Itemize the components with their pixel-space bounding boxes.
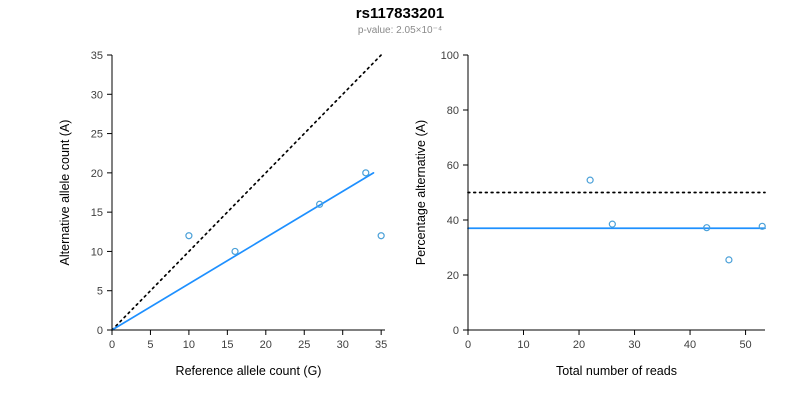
x-axis-label: Reference allele count (G) — [176, 364, 322, 378]
figure-header: rs117833201 p-value: 2.05×10⁻⁴ — [0, 5, 800, 36]
percentage-alternative-scatter-plot: 0 10 20 30 40 50 0 20 40 60 80 100 Total number of r… — [414, 50, 766, 378]
fit-line — [111, 172, 375, 331]
x-tick-label: 25 — [298, 339, 310, 351]
data-point — [377, 232, 385, 240]
data-point — [185, 232, 193, 240]
data-point — [586, 176, 594, 184]
data-point — [316, 200, 324, 208]
y-tick-label: 0 — [453, 325, 459, 337]
x-tick-label: 20 — [260, 339, 272, 351]
data-point — [608, 220, 616, 228]
x-tick-label: 30 — [628, 339, 640, 351]
chart-title: rs117833201 — [355, 5, 445, 22]
identity-line — [111, 54, 383, 331]
y-tick-label: 60 — [447, 160, 459, 172]
data-point — [362, 169, 370, 177]
x-tick-label: 10 — [517, 339, 529, 351]
y-axis-label: Percentage alternative (A) — [414, 120, 428, 265]
y-tick-label: 35 — [91, 50, 103, 62]
x-tick-label: 0 — [109, 339, 115, 351]
y-tick-label: 100 — [441, 50, 459, 62]
x-tick-label: 20 — [573, 339, 585, 351]
x-tick-label: 30 — [337, 339, 349, 351]
y-tick-label: 20 — [91, 168, 103, 180]
y-tick-label: 20 — [447, 270, 459, 282]
y-tick-label: 10 — [91, 246, 103, 258]
allele-count-scatter-plot: 0 5 10 15 20 25 30 35 0 5 10 15 20 25 30 35 Reference al… — [58, 50, 387, 378]
y-tick-label: 25 — [91, 129, 103, 141]
x-tick-label: 10 — [183, 339, 195, 351]
x-tick-label: 5 — [147, 339, 153, 351]
data-point — [758, 222, 766, 230]
x-tick-label: 35 — [375, 339, 387, 351]
y-axis-label: Alternative allele count (A) — [58, 120, 72, 266]
y-tick-label: 0 — [97, 325, 103, 337]
x-tick-label: 40 — [684, 339, 696, 351]
x-tick-label: 50 — [739, 339, 751, 351]
y-tick-label: 80 — [447, 105, 459, 117]
chart-subtitle-pvalue: p-value: 2.05×10⁻⁴ — [357, 25, 443, 36]
y-tick-label: 15 — [91, 207, 103, 219]
data-point — [703, 224, 711, 232]
data-point — [725, 256, 733, 264]
x-tick-label: 15 — [221, 339, 233, 351]
x-axis-label: Total number of reads — [556, 364, 677, 378]
x-tick-label: 0 — [465, 339, 471, 351]
y-tick-label: 40 — [447, 215, 459, 227]
y-tick-label: 30 — [91, 89, 103, 101]
y-tick-label: 5 — [97, 286, 103, 298]
data-point — [231, 247, 239, 256]
